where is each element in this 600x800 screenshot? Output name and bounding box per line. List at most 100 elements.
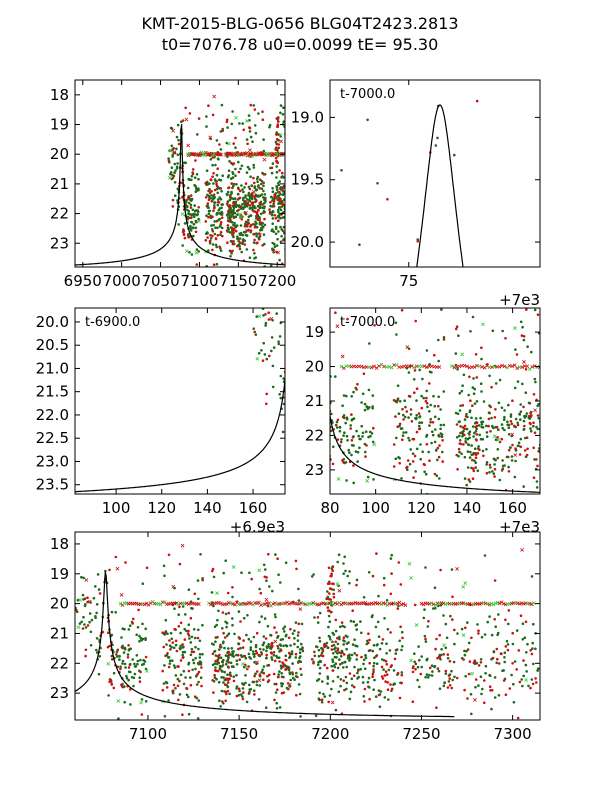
data-point xyxy=(409,408,413,411)
data-point xyxy=(248,167,251,171)
data-point xyxy=(231,171,234,174)
data-point xyxy=(348,659,351,662)
data-point xyxy=(114,555,118,559)
data-point xyxy=(330,572,333,576)
data-point xyxy=(254,672,257,676)
data-point xyxy=(521,684,524,688)
data-point xyxy=(266,604,270,608)
data-point xyxy=(119,667,122,671)
data-point xyxy=(533,377,537,381)
data-point xyxy=(279,638,283,642)
data-point xyxy=(490,657,493,661)
y-tick-label: 20 xyxy=(305,358,324,376)
data-point xyxy=(321,649,325,653)
data-point xyxy=(437,404,440,408)
data-point xyxy=(363,442,367,446)
flagged-point xyxy=(172,601,177,606)
flagged-point xyxy=(502,364,507,369)
data-point xyxy=(229,220,233,223)
data-point xyxy=(282,190,285,193)
data-point xyxy=(249,225,252,228)
data-point xyxy=(500,469,504,472)
data-point xyxy=(509,413,513,416)
data-point xyxy=(279,111,282,115)
data-point xyxy=(519,418,522,421)
data-point xyxy=(534,380,537,384)
data-point xyxy=(275,188,279,191)
data-point xyxy=(176,162,179,165)
data-point xyxy=(216,157,220,160)
data-point xyxy=(264,706,268,709)
flagged-point xyxy=(87,599,92,604)
data-point xyxy=(209,178,213,181)
data-point xyxy=(187,661,191,665)
data-point xyxy=(477,629,480,632)
data-point xyxy=(127,628,131,631)
data-point xyxy=(446,653,450,656)
data-point xyxy=(463,653,467,657)
data-point xyxy=(253,252,256,255)
data-point xyxy=(211,163,214,167)
data-point xyxy=(227,169,231,172)
data-point xyxy=(191,658,195,662)
data-point xyxy=(190,650,194,654)
data-point xyxy=(273,214,277,217)
data-point xyxy=(541,418,544,421)
data-point xyxy=(120,683,123,687)
data-point xyxy=(462,429,465,433)
flagged-point xyxy=(442,643,447,648)
data-point xyxy=(534,677,537,680)
data-point xyxy=(187,695,190,699)
data-point xyxy=(273,242,276,246)
model-curve xyxy=(75,571,455,718)
data-point xyxy=(244,182,248,185)
data-point xyxy=(364,656,368,660)
flagged-point xyxy=(255,356,260,361)
data-point xyxy=(248,195,252,199)
data-point xyxy=(226,689,230,693)
data-point xyxy=(514,425,517,429)
data-point xyxy=(530,350,533,354)
data-point xyxy=(174,639,178,643)
data-point xyxy=(461,301,464,304)
data-point xyxy=(219,220,223,224)
data-point xyxy=(500,437,504,441)
data-point xyxy=(117,717,120,720)
inner-label: t-7000.0 xyxy=(340,315,395,330)
data-point xyxy=(232,216,236,220)
data-point xyxy=(132,684,135,688)
data-point xyxy=(246,198,249,201)
data-point xyxy=(403,415,407,419)
flagged-point xyxy=(238,212,242,217)
data-point xyxy=(119,665,122,668)
data-point xyxy=(474,466,478,469)
data-point xyxy=(278,393,282,396)
data-point xyxy=(193,695,197,698)
data-point xyxy=(462,422,465,425)
data-point xyxy=(331,569,335,573)
flagged-point xyxy=(279,139,284,144)
data-point xyxy=(391,426,394,429)
data-point xyxy=(486,620,490,624)
data-point xyxy=(418,685,421,689)
data-point xyxy=(330,412,333,416)
flagged-point xyxy=(184,601,189,606)
x-tick-label: 120 xyxy=(147,499,176,517)
flagged-point xyxy=(273,601,277,605)
data-point xyxy=(173,171,176,174)
data-point xyxy=(398,639,402,643)
data-point xyxy=(82,576,85,580)
data-point xyxy=(226,226,230,230)
data-point xyxy=(463,649,466,653)
data-point xyxy=(350,677,354,680)
data-point xyxy=(169,172,172,176)
data-point xyxy=(231,652,235,655)
data-point xyxy=(459,404,462,408)
data-point xyxy=(323,663,327,667)
data-point xyxy=(464,415,468,418)
data-point xyxy=(427,619,430,623)
data-point xyxy=(207,249,210,252)
data-point xyxy=(192,650,196,654)
data-point xyxy=(350,684,354,687)
